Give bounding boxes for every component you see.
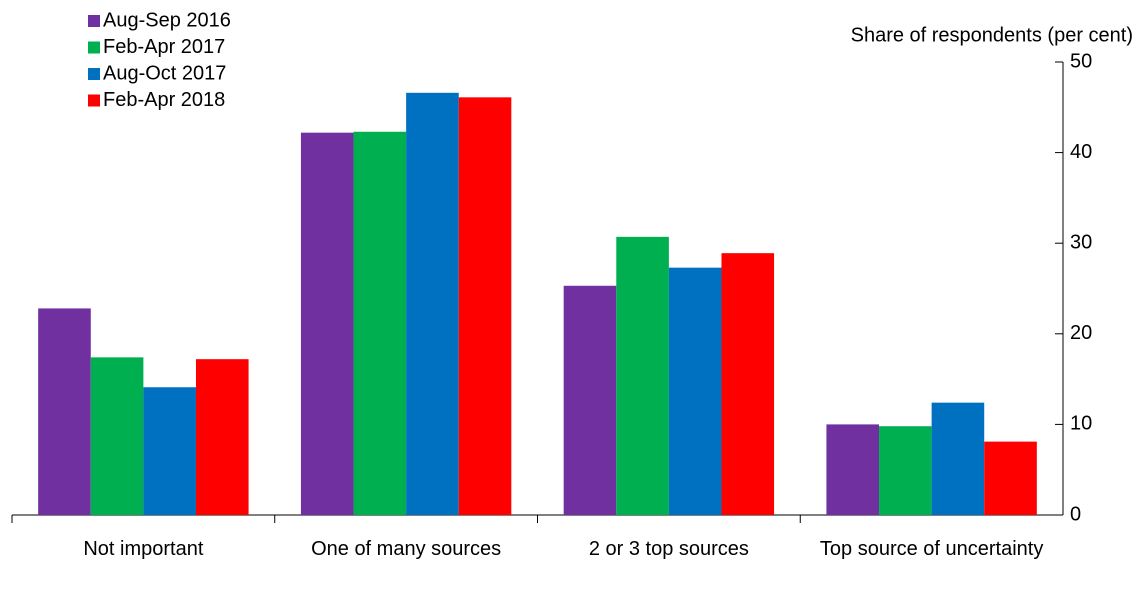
y-tick-label: 20 (1070, 322, 1092, 344)
bar (300, 132, 354, 515)
y-tick-label: 40 (1070, 141, 1092, 163)
bar (721, 253, 775, 515)
bar (563, 285, 617, 515)
x-tick-label: Top source of uncertainty (819, 538, 1044, 560)
legend-swatch (88, 41, 100, 54)
y-tick-label: 50 (1070, 50, 1092, 72)
legend-label: Feb-Apr 2017 (103, 36, 225, 58)
bar (143, 387, 196, 515)
legend-label: Aug-Sep 2016 (103, 9, 231, 31)
y-axis-label: Share of respondents (per cent) (851, 24, 1133, 46)
legend-swatch (88, 15, 100, 27)
bar (931, 402, 985, 515)
y-tick-label: 10 (1070, 413, 1092, 435)
bar (90, 357, 144, 515)
x-tick-label: One of many sources (311, 538, 502, 560)
bar (879, 426, 932, 515)
y-tick-label: 30 (1070, 231, 1092, 253)
bar (616, 236, 669, 515)
bar (406, 92, 459, 515)
bar (353, 131, 407, 515)
x-tick-label: 2 or 3 top sources (588, 538, 749, 560)
bar (195, 359, 249, 515)
legend-swatch (88, 94, 100, 107)
bar (668, 267, 722, 515)
legend-swatch (88, 68, 100, 80)
legend-label: Aug-Oct 2017 (103, 62, 226, 84)
x-tick-label: Not important (83, 538, 204, 560)
bar (984, 441, 1037, 515)
bar (826, 424, 880, 515)
bar (38, 308, 91, 515)
y-tick-label: 0 (1070, 503, 1081, 525)
legend-label: Feb-Apr 2018 (103, 89, 225, 111)
bar (458, 97, 512, 516)
